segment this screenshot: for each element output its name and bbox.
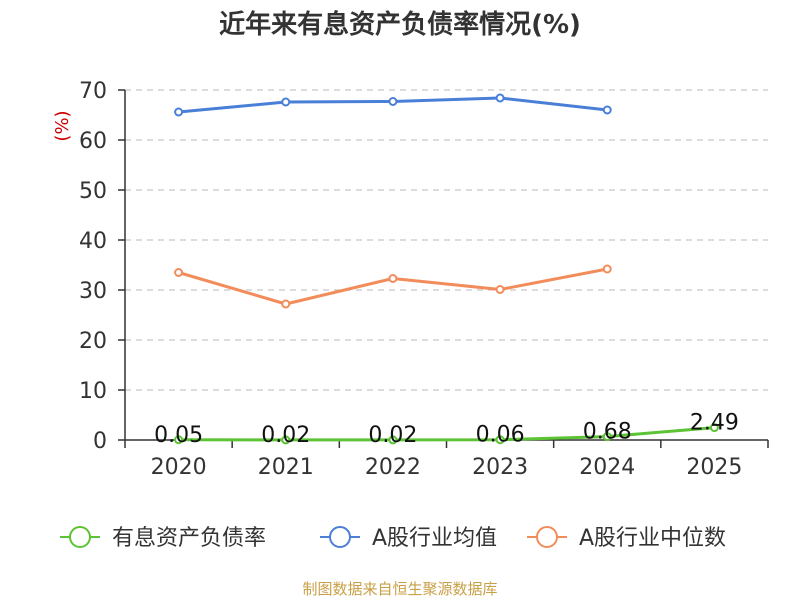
series-1-point-2022 [388,97,398,106]
x-tick-label-2023: 2023 [472,455,528,480]
series-0-point-2020 [174,435,184,445]
series-0-point-2025 [709,423,719,433]
y-tick-label-50: 50 [79,179,107,204]
legend-label-0: 有息资产负债率 [112,526,266,551]
series-1-point-2024 [602,105,612,115]
series-1-point-2021 [281,97,291,107]
legend: 有息资产负债率 A股行业均值 A股行业中位数 [60,526,726,551]
x-tick-label-2020: 2020 [151,455,207,480]
series-2-point-2020 [174,268,184,277]
x-tick-label-2021: 2021 [258,455,314,480]
legend-label-2: A股行业中位数 [579,526,726,551]
x-tick-label-2024: 2024 [579,455,635,480]
data-labels: 0.05 0.02 0.02 0.06 0.68 2.49 [154,411,739,448]
x-tick-label-2025: 2025 [686,455,742,480]
series-1-point-2020 [174,107,184,117]
axes: 0 10 20 30 40 50 60 70 2020 2021 2022 2023 2024 2025 [79,79,769,480]
y-tick-label-30: 30 [79,279,107,304]
data-label-2022: 0.02 [368,423,417,448]
legend-marker-0 [69,526,91,548]
series-0-point-2021 [281,435,291,445]
y-tick-label-0: 0 [93,429,107,454]
data-label-2024: 0.68 [583,420,632,445]
legend-marker-1 [329,526,351,548]
series-2-point-2023 [495,285,505,294]
x-tick-label-2022: 2022 [365,455,421,480]
gridlines [125,89,768,391]
legend-marker-2 [536,526,558,548]
series-0-point-2022 [388,435,398,445]
y-tick-label-10: 10 [79,379,107,404]
source-note: 制图数据来自恒生聚源数据库 [302,580,497,598]
y-tick-label-70: 70 [79,79,107,104]
series-line-0 [178,426,715,442]
series-0-point-2024 [602,432,612,442]
chart-title: 近年来有息资产负债率情况(%) [219,9,581,40]
data-label-2025: 2.49 [690,411,739,436]
y-axis-label: (%) [52,110,73,141]
y-tick-label-20: 20 [79,329,107,354]
series-1-point-2023 [495,93,505,103]
series-group [174,93,719,445]
series-0-point-2023 [495,435,505,445]
series-2-point-2024 [602,264,612,274]
legend-label-1: A股行业均值 [372,526,497,551]
series-2-point-2022 [388,274,398,283]
y-tick-label-40: 40 [79,229,107,254]
data-label-2020: 0.05 [154,423,203,448]
series-2-point-2021 [281,299,291,309]
data-label-2023: 0.06 [476,423,525,448]
data-label-2021: 0.02 [261,423,310,448]
y-tick-label-60: 60 [79,129,107,154]
